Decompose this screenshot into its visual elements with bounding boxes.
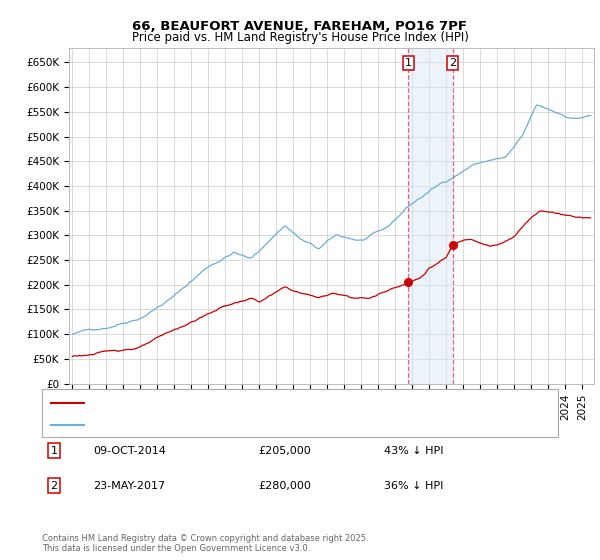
Text: £205,000: £205,000 [258, 446, 311, 456]
Text: HPI: Average price, detached house, Fareham: HPI: Average price, detached house, Fare… [90, 420, 313, 430]
Text: 2: 2 [449, 58, 457, 68]
Text: 23-MAY-2017: 23-MAY-2017 [93, 480, 165, 491]
Text: 43% ↓ HPI: 43% ↓ HPI [384, 446, 443, 456]
Point [403, 278, 413, 287]
Point [448, 241, 458, 250]
Text: 66, BEAUFORT AVENUE, FAREHAM, PO16 7PF (detached house): 66, BEAUFORT AVENUE, FAREHAM, PO16 7PF (… [90, 399, 398, 408]
Text: 09-OCT-2014: 09-OCT-2014 [93, 446, 166, 456]
Text: 2: 2 [50, 480, 58, 491]
Text: £280,000: £280,000 [258, 480, 311, 491]
Text: Contains HM Land Registry data © Crown copyright and database right 2025.
This d: Contains HM Land Registry data © Crown c… [42, 534, 368, 553]
Text: 66, BEAUFORT AVENUE, FAREHAM, PO16 7PF: 66, BEAUFORT AVENUE, FAREHAM, PO16 7PF [133, 20, 467, 32]
Text: 1: 1 [50, 446, 58, 456]
Text: 1: 1 [405, 58, 412, 68]
Text: Price paid vs. HM Land Registry's House Price Index (HPI): Price paid vs. HM Land Registry's House … [131, 31, 469, 44]
Text: 36% ↓ HPI: 36% ↓ HPI [384, 480, 443, 491]
